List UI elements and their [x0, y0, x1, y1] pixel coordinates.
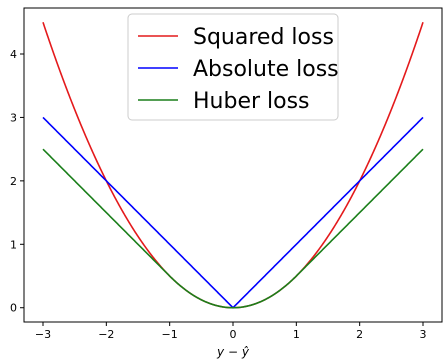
- absolute-loss-line: [42, 116, 424, 309]
- x-tick-label: 0: [230, 328, 237, 341]
- y-tick-label: 2: [10, 175, 17, 188]
- y-axis: 0 1 2 3 4: [10, 48, 24, 315]
- x-tick-label: 1: [293, 328, 300, 341]
- y-tick-label: 1: [10, 238, 17, 251]
- huber-loss-legend-label: Huber loss: [193, 89, 310, 114]
- absolute-loss-legend-label: Absolute loss: [193, 57, 339, 82]
- legend-box: [127, 13, 339, 121]
- x-tick-label: −1: [162, 328, 178, 341]
- huber-loss-line: [42, 148, 424, 309]
- x-tick-label: −2: [98, 328, 114, 341]
- y-tick-label: 3: [10, 111, 17, 124]
- y-tick-label: 0: [10, 302, 17, 315]
- y-tick-label: 4: [10, 48, 17, 61]
- x-tick-label: 2: [356, 328, 363, 341]
- legend: Squared loss Absolute loss Huber loss: [127, 13, 339, 121]
- x-tick-label: 3: [420, 328, 427, 341]
- series-layer: [42, 22, 424, 309]
- squared-loss-legend-label: Squared loss: [193, 25, 334, 50]
- x-tick-label: −3: [35, 328, 51, 341]
- x-axis: −3 −2 −1 0 1 2 3: [35, 322, 427, 341]
- x-axis-label: y − ŷ: [216, 345, 250, 359]
